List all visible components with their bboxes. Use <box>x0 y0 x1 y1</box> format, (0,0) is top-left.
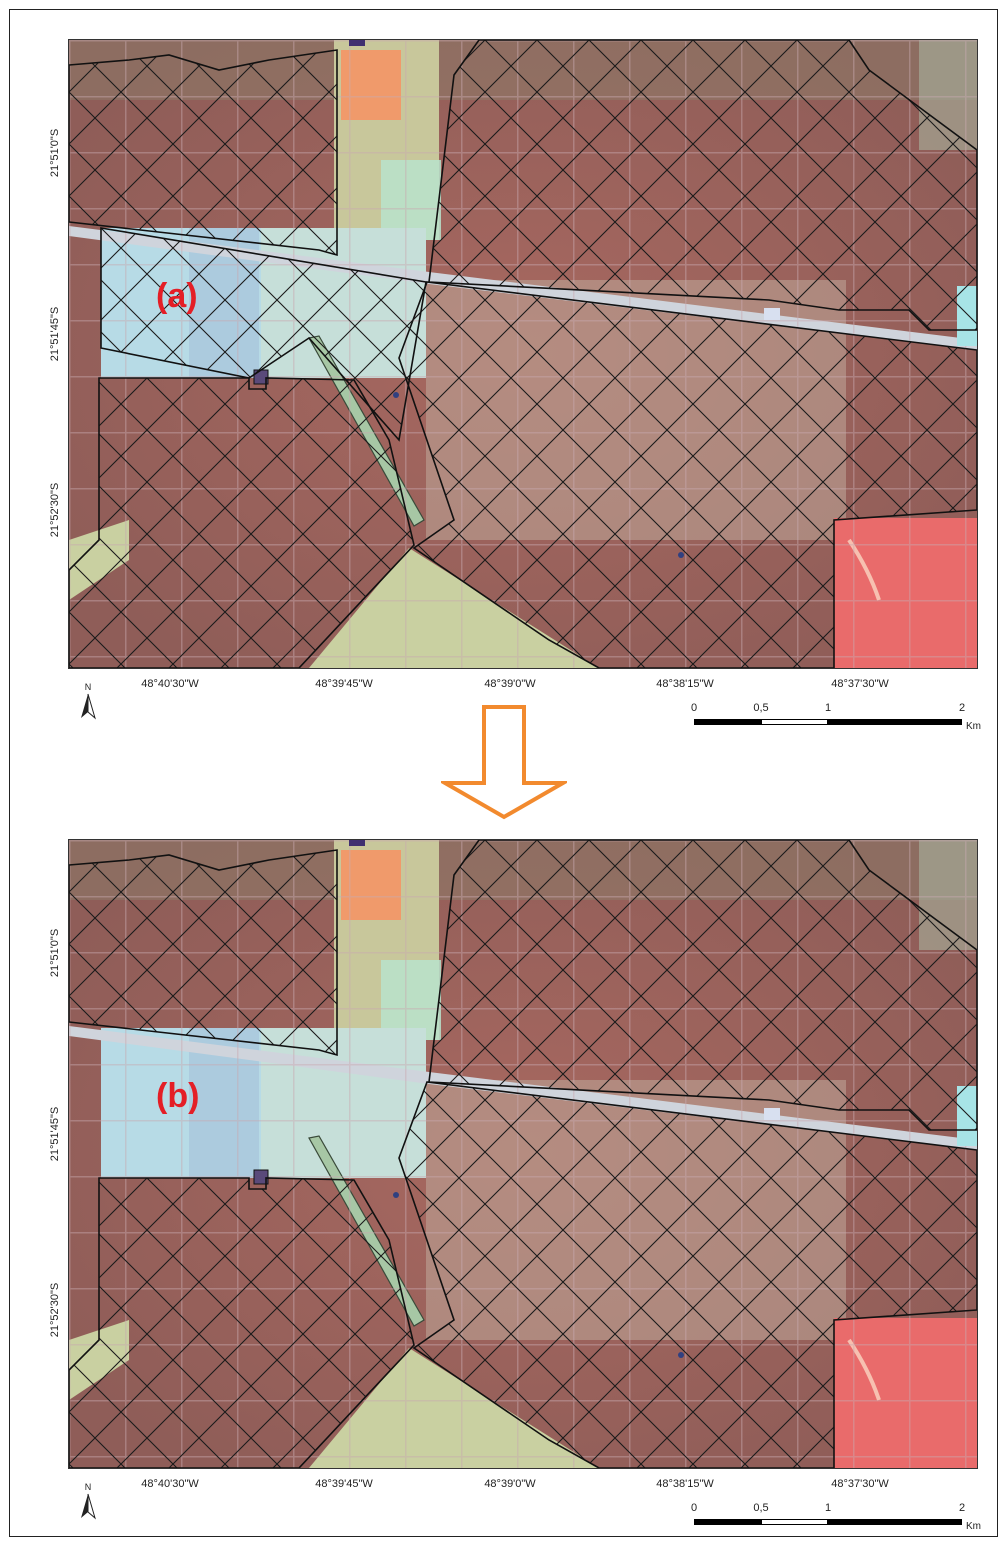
latitude-label: 21°52'30"S <box>49 482 61 538</box>
hatched-field-polygon <box>69 849 338 1057</box>
scale-segment-white <box>761 719 828 725</box>
north-arrow-icon <box>81 1493 96 1520</box>
latitude-label: 21°52'30"S <box>49 1282 61 1338</box>
scale-bar: 0 0,5 1 2 Km <box>690 1502 994 1542</box>
north-letter: N <box>84 1482 92 1492</box>
north-arrow: N <box>78 1482 98 1522</box>
longitude-label: 48°40'30"W <box>141 678 199 690</box>
hatched-field-polygon <box>428 40 977 331</box>
hatched-field-polygon <box>69 49 338 257</box>
satellite-image <box>69 840 977 1468</box>
hatched-field-polygon <box>398 1081 977 1468</box>
scale-segment-black <box>828 719 962 725</box>
longitude-label: 48°37'30"W <box>831 1478 889 1490</box>
longitude-label: 48°40'30"W <box>141 1478 199 1490</box>
scale-tick: 1 <box>824 702 832 714</box>
panel-label-b: (b) <box>156 1077 200 1115</box>
panel-label-a: (a) <box>156 277 198 315</box>
scale-tick: 0 <box>690 1502 698 1514</box>
longitude-label: 48°39'0"W <box>484 1478 536 1490</box>
scale-unit: Km <box>966 1521 981 1532</box>
longitude-label: 48°38'15"W <box>656 1478 714 1490</box>
longitude-label: 48°39'0"W <box>484 678 536 690</box>
latitude-label: 21°51'45"S <box>49 1106 61 1162</box>
map-panel-b <box>68 839 978 1469</box>
latitude-label: 21°51'45"S <box>49 306 61 362</box>
longitude-label: 48°39'45"W <box>315 678 373 690</box>
hatched-field-polygon <box>100 227 427 442</box>
north-arrow: N <box>78 682 98 722</box>
scale-tick: 0 <box>690 702 698 714</box>
latitude-label: 21°51'0"S <box>49 928 61 978</box>
scale-unit: Km <box>966 721 981 732</box>
latitude-label: 21°51'0"S <box>49 128 61 178</box>
scale-segment-black <box>694 1519 761 1525</box>
hatched-field-polygon <box>428 840 977 1131</box>
longitude-label: 48°37'30"W <box>831 678 889 690</box>
scale-bar: 0 0,5 1 2 Km <box>690 702 994 742</box>
scale-segment-white <box>761 1519 828 1525</box>
hatched-field-polygon <box>398 281 977 668</box>
down-arrow-icon <box>441 705 567 820</box>
scale-tick: 2 <box>958 1502 966 1514</box>
scale-segment-black <box>828 1519 962 1525</box>
scale-tick: 1 <box>824 1502 832 1514</box>
scale-tick: 2 <box>958 702 966 714</box>
figure-frame <box>9 9 998 1537</box>
longitude-label: 48°39'45"W <box>315 1478 373 1490</box>
scale-tick: 0,5 <box>753 702 769 714</box>
scale-segment-black <box>694 719 761 725</box>
north-letter: N <box>84 682 92 692</box>
map-panel-a <box>68 39 978 669</box>
hatched-field-polygon <box>69 1177 415 1468</box>
hatched-field-polygon <box>69 377 415 668</box>
longitude-label: 48°38'15"W <box>656 678 714 690</box>
satellite-image <box>69 40 977 668</box>
north-arrow-icon <box>81 693 96 720</box>
scale-tick: 0,5 <box>753 1502 769 1514</box>
